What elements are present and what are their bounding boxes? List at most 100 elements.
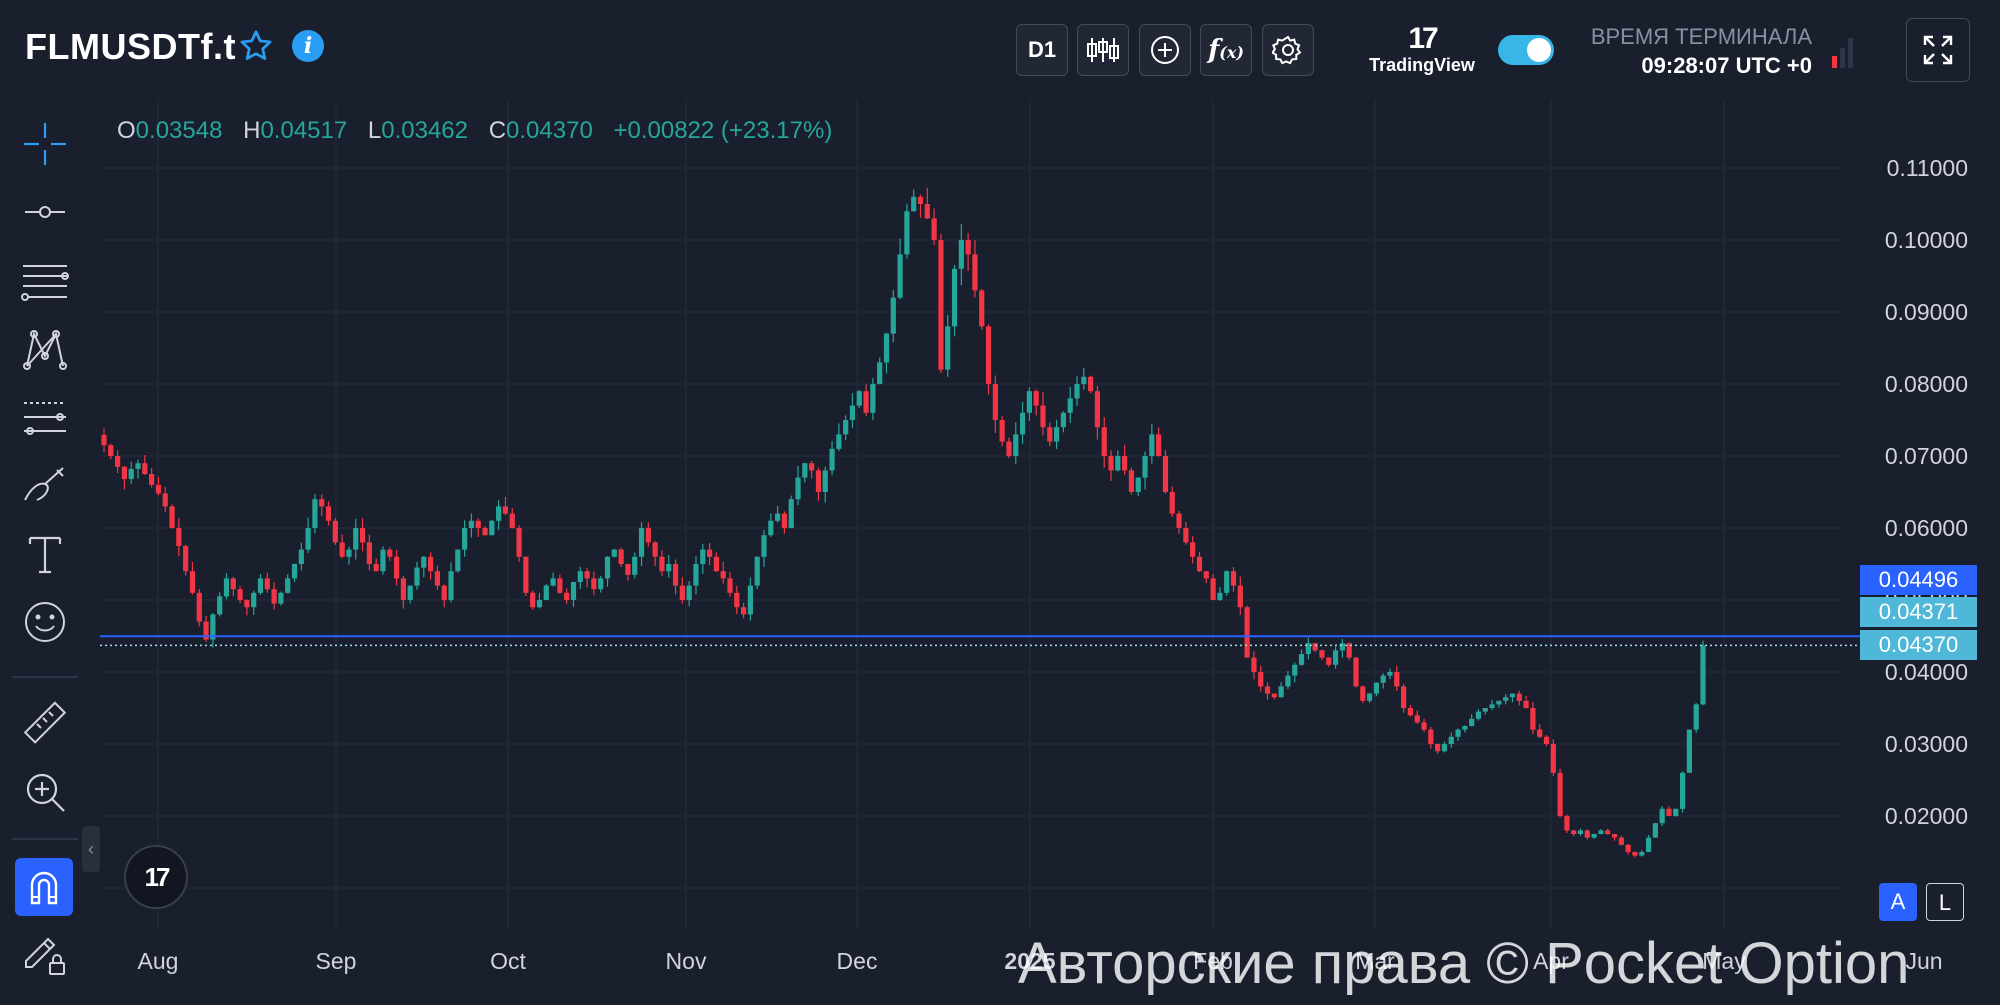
candle-body (414, 567, 420, 586)
candle-body (1203, 571, 1209, 579)
x-tick-label: May (1702, 948, 1746, 974)
candle-body (251, 592, 257, 608)
candle-body (652, 542, 658, 557)
candle-body (1108, 456, 1114, 471)
zoom-tool[interactable] (17, 766, 73, 818)
text-tool[interactable] (17, 528, 73, 580)
candle-body (1462, 726, 1468, 730)
candle-body (877, 362, 883, 384)
toggle-knob (1527, 38, 1551, 62)
log-scale-button[interactable]: L (1926, 883, 1964, 921)
candle-body (366, 542, 372, 564)
candle-body (611, 549, 617, 557)
candle-body (577, 571, 583, 582)
candle-body (1251, 657, 1257, 672)
auto-scale-button[interactable]: A (1879, 883, 1917, 921)
ruler-tool[interactable] (17, 698, 73, 750)
candle-body (686, 585, 692, 600)
candle-body (1115, 456, 1121, 471)
candle-body (1013, 434, 1019, 456)
candle-body (1040, 405, 1046, 428)
add-indicator-button[interactable] (1139, 24, 1191, 76)
star-icon[interactable] (238, 28, 274, 64)
candle-body (434, 571, 441, 586)
fib-tool[interactable] (17, 256, 73, 308)
candle-body (1101, 427, 1107, 456)
fullscreen-button[interactable] (1906, 18, 1970, 82)
candle-body (1475, 711, 1482, 719)
candle-body (278, 592, 284, 604)
candle-body (1128, 470, 1135, 492)
indicators-button[interactable]: f(x) (1200, 24, 1252, 76)
candle-body (332, 520, 338, 543)
candle-body (298, 549, 304, 564)
candle-body (1448, 736, 1454, 744)
candle-body (768, 520, 774, 536)
candle-body (645, 528, 651, 543)
ohlc-change: +0.00822 (+23.17%) (613, 117, 833, 144)
emoji-tool[interactable] (17, 596, 73, 648)
candle-body (210, 614, 216, 640)
candle-body (1339, 643, 1345, 651)
candle-body (795, 477, 801, 500)
chart-type-button[interactable] (1077, 24, 1129, 76)
candle-body (108, 445, 114, 456)
candle-body (1455, 729, 1461, 737)
candle-body (1033, 391, 1039, 406)
candle-body (530, 592, 536, 608)
candle-body (1142, 456, 1148, 478)
candle-body (985, 326, 992, 384)
candle-body (788, 499, 794, 528)
trendline-icon (25, 206, 65, 218)
candle-body (1489, 704, 1495, 708)
candle-body (312, 499, 318, 528)
crosshair-tool[interactable] (17, 118, 73, 170)
candle-body (496, 506, 502, 521)
toolbar-separator (12, 838, 78, 840)
projection-tool[interactable] (17, 392, 73, 444)
candle-body (890, 297, 896, 334)
candle-body (1632, 852, 1638, 856)
candle-body (230, 578, 236, 590)
price-axis: 0.11000 0.10000 0.09000 0.08000 0.07000 0.060… (1885, 155, 1968, 829)
candle-body (502, 506, 509, 514)
candle-body (591, 578, 597, 590)
candle-body (400, 578, 406, 600)
settings-button[interactable] (1262, 24, 1314, 76)
candle-body (448, 571, 454, 600)
candle-body (176, 528, 182, 546)
symbol-title[interactable]: FLMUSDTf.t (25, 26, 236, 67)
candle-body (747, 585, 754, 615)
candle-body (217, 596, 223, 615)
ohlc-close: 0.04370 (506, 117, 593, 144)
candle-body (1019, 412, 1026, 435)
candle-body (870, 384, 876, 413)
timeframe-button[interactable]: D1 (1016, 24, 1068, 76)
trendline-tool[interactable] (17, 186, 73, 238)
candle-body (475, 520, 481, 528)
candle-body (1156, 434, 1162, 456)
collapse-toolbar-button[interactable]: ‹ (82, 826, 100, 872)
candle-body (1387, 672, 1393, 676)
candle-body (1441, 744, 1448, 752)
candle-body (856, 391, 862, 406)
y-tick-label: 0.06000 (1885, 515, 1968, 541)
tradingview-badge[interactable]: 17 (124, 845, 188, 909)
candle-body (189, 571, 196, 593)
ohlc-high: 0.04517 (260, 117, 348, 144)
pattern-tool[interactable] (17, 324, 73, 376)
magnet-tool[interactable] (15, 858, 73, 916)
candle-body (1278, 686, 1284, 698)
ohlc-open-key: O (117, 117, 136, 144)
info-icon[interactable]: i (292, 30, 324, 62)
lock-drawings-tool[interactable] (17, 928, 73, 980)
candle-body (1421, 722, 1427, 730)
terminal-time-toggle[interactable] (1498, 35, 1554, 65)
brush-tool[interactable] (17, 460, 73, 512)
fullscreen-icon (1923, 35, 1953, 65)
gear-icon (1272, 35, 1302, 65)
candle-body (1414, 715, 1420, 723)
projection-icon (24, 402, 66, 435)
candle-body (196, 592, 202, 622)
